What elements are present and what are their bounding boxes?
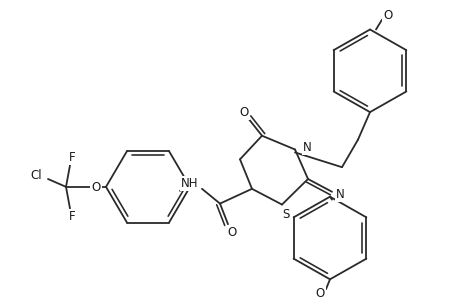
Text: F: F (68, 210, 75, 223)
Text: O: O (239, 106, 248, 118)
Text: O: O (315, 286, 324, 300)
Text: O: O (227, 226, 236, 238)
Text: S: S (282, 208, 289, 221)
Text: Cl: Cl (30, 169, 42, 182)
Text: N: N (335, 188, 344, 201)
Text: O: O (382, 9, 392, 22)
Text: F: F (68, 151, 75, 164)
Text: O: O (91, 181, 101, 194)
Text: N: N (302, 141, 311, 154)
Text: NH: NH (181, 177, 198, 190)
